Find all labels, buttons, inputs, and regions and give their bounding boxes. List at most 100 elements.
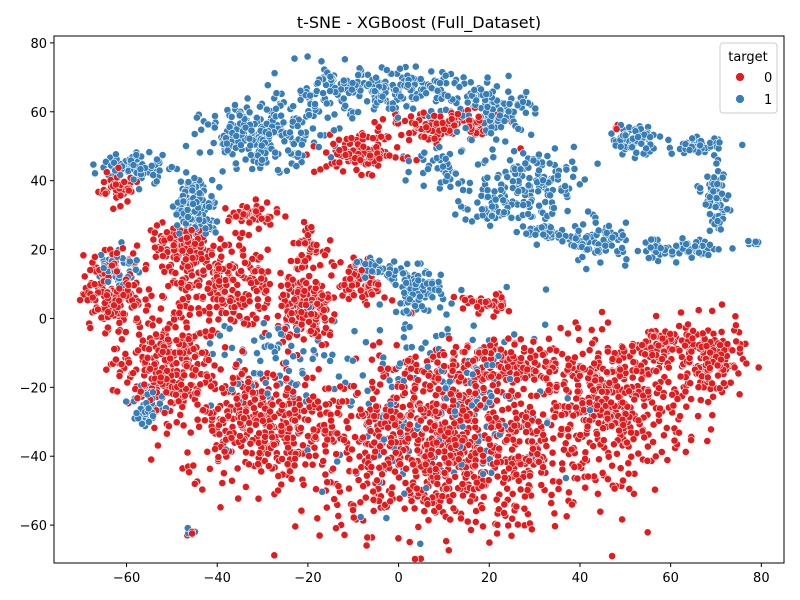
scatter-point-target-0 xyxy=(238,229,247,237)
scatter-point-target-0 xyxy=(449,504,458,513)
scatter-point-target-1 xyxy=(691,242,699,251)
scatter-point-target-0 xyxy=(345,455,354,463)
scatter-point-target-1 xyxy=(399,269,407,278)
scatter-point-target-1 xyxy=(279,118,288,127)
scatter-point-target-0 xyxy=(319,457,328,465)
scatter-point-target-1 xyxy=(317,57,326,66)
scatter-point-target-0 xyxy=(485,538,494,547)
scatter-point-target-1 xyxy=(519,222,527,231)
scatter-point-target-1 xyxy=(358,371,367,380)
scatter-point-target-1 xyxy=(182,142,190,150)
scatter-point-target-0 xyxy=(539,463,547,472)
scatter-point-target-1 xyxy=(701,200,710,209)
scatter-point-target-1 xyxy=(474,160,482,169)
scatter-point-target-0 xyxy=(512,502,521,511)
scatter-point-target-1 xyxy=(457,286,466,294)
scatter-point-target-0 xyxy=(208,426,217,435)
scatter-point-target-1 xyxy=(596,258,605,267)
scatter-point-target-1 xyxy=(223,146,232,155)
scatter-point-target-0 xyxy=(668,345,677,354)
scatter-point-target-0 xyxy=(368,377,377,386)
scatter-point-target-1 xyxy=(122,397,131,406)
scatter-point-target-0 xyxy=(376,442,384,451)
scatter-point-target-0 xyxy=(287,475,296,483)
scatter-point-target-1 xyxy=(227,113,236,121)
scatter-point-target-0 xyxy=(640,433,649,442)
scatter-point-target-1 xyxy=(568,157,577,166)
scatter-point-target-1 xyxy=(182,168,191,177)
scatter-point-target-0 xyxy=(330,261,338,270)
scatter-point-target-1 xyxy=(330,126,338,135)
scatter-point-target-0 xyxy=(124,186,133,195)
scatter-point-target-0 xyxy=(320,251,329,260)
scatter-point-target-0 xyxy=(587,325,596,334)
scatter-point-target-0 xyxy=(562,512,571,521)
scatter-point-target-0 xyxy=(263,198,271,207)
scatter-point-target-0 xyxy=(320,313,329,322)
scatter-point-target-0 xyxy=(419,387,428,396)
scatter-point-target-0 xyxy=(450,121,459,130)
scatter-point-target-0 xyxy=(497,301,506,310)
scatter-point-target-0 xyxy=(150,228,159,237)
scatter-point-target-0 xyxy=(356,498,365,507)
scatter-point-target-0 xyxy=(257,467,266,476)
scatter-point-target-0 xyxy=(251,267,259,276)
scatter-point-target-0 xyxy=(199,266,208,275)
scatter-point-target-0 xyxy=(604,475,612,484)
scatter-point-target-0 xyxy=(434,374,443,383)
scatter-point-target-0 xyxy=(278,455,286,463)
scatter-point-target-0 xyxy=(283,384,292,393)
scatter-point-target-0 xyxy=(229,275,238,284)
scatter-point-target-1 xyxy=(451,210,460,219)
scatter-point-target-0 xyxy=(681,447,690,456)
scatter-point-target-0 xyxy=(115,284,124,293)
scatter-point-target-0 xyxy=(313,514,322,523)
scatter-point-target-1 xyxy=(728,244,737,253)
scatter-point-target-0 xyxy=(732,321,740,330)
scatter-point-target-1 xyxy=(316,131,325,140)
scatter-point-target-1 xyxy=(469,321,478,330)
scatter-point-target-1 xyxy=(290,54,299,63)
scatter-point-target-1 xyxy=(710,173,718,182)
scatter-point-target-0 xyxy=(426,381,434,390)
scatter-point-target-0 xyxy=(172,359,181,368)
scatter-point-target-0 xyxy=(704,398,713,406)
scatter-point-target-0 xyxy=(456,514,465,523)
scatter-point-target-0 xyxy=(113,387,122,396)
scatter-point-target-0 xyxy=(76,296,84,304)
scatter-point-target-1 xyxy=(483,186,492,195)
scatter-point-target-0 xyxy=(192,293,201,301)
scatter-point-target-0 xyxy=(421,460,430,469)
scatter-point-target-0 xyxy=(524,510,532,518)
scatter-point-target-1 xyxy=(514,187,523,196)
scatter-point-target-1 xyxy=(215,331,224,340)
scatter-point-target-0 xyxy=(589,386,598,395)
scatter-point-target-1 xyxy=(537,223,546,232)
scatter-point-target-0 xyxy=(583,422,592,431)
scatter-point-target-1 xyxy=(628,143,636,152)
scatter-point-target-0 xyxy=(547,490,556,499)
scatter-point-target-0 xyxy=(682,402,691,411)
scatter-point-target-1 xyxy=(435,143,444,151)
scatter-point-target-0 xyxy=(625,484,634,493)
scatter-point-target-1 xyxy=(569,172,577,181)
scatter-point-target-0 xyxy=(278,401,287,409)
scatter-point-target-0 xyxy=(669,401,678,410)
scatter-point-target-0 xyxy=(129,249,138,258)
scatter-point-target-1 xyxy=(297,128,305,137)
scatter-point-target-0 xyxy=(554,485,563,493)
scatter-point-target-0 xyxy=(370,412,379,420)
scatter-point-target-0 xyxy=(610,484,619,493)
scatter-point-target-0 xyxy=(142,306,150,315)
scatter-point-target-0 xyxy=(508,489,517,498)
scatter-point-target-0 xyxy=(116,191,125,200)
scatter-point-target-0 xyxy=(685,354,694,362)
scatter-point-target-0 xyxy=(182,233,191,242)
scatter-point-target-0 xyxy=(525,456,533,465)
scatter-point-target-1 xyxy=(503,173,512,181)
scatter-point-target-0 xyxy=(735,390,744,399)
scatter-point-target-1 xyxy=(348,356,357,365)
scatter-point-target-0 xyxy=(410,393,419,402)
scatter-point-target-0 xyxy=(423,500,432,509)
scatter-point-target-0 xyxy=(684,320,692,329)
